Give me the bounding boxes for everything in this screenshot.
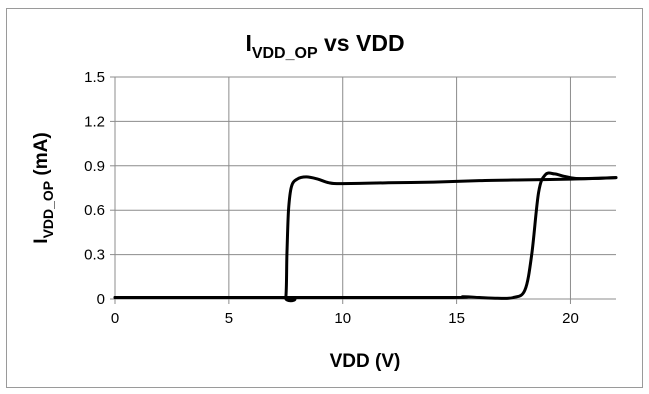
x-tick-label: 15 (448, 310, 465, 327)
y-axis-title-main: I (31, 238, 52, 243)
y-tick-label: 0.6 (84, 202, 105, 219)
y-axis-title-subscript: VDD_OP (40, 181, 56, 239)
plot-area (115, 77, 616, 299)
y-axis-title-rest: (mA) (31, 132, 52, 181)
y-tick-label: 0 (97, 291, 105, 308)
tick-labels: 0 5 10 15 20 0 0.3 0.6 0.9 1.2 1.5 (84, 69, 579, 327)
series-line (113, 175, 618, 303)
x-tick-label: 0 (111, 310, 119, 327)
x-axis-title: VDD (V) (330, 351, 401, 372)
chart-title-rest: vs VDD (318, 30, 405, 56)
x-tick-label: 5 (225, 310, 233, 327)
series-line (113, 171, 618, 300)
y-axis-title: IVDD_OP (mA) (31, 132, 56, 243)
chart-frame: IVDD_OP vs VDD 0 5 10 15 20 0 0.3 0.6 0.9 1.2 1.5 … (6, 8, 643, 388)
chart-title: IVDD_OP vs VDD (245, 30, 404, 62)
y-tick-label: 1.2 (84, 113, 105, 130)
series-lines (113, 171, 618, 303)
x-tick-label: 10 (334, 310, 351, 327)
chart-svg: IVDD_OP vs VDD 0 5 10 15 2000.30.60.91.21.5 … (31, 30, 618, 372)
y-tick-label: 0.9 (84, 158, 105, 175)
chart-title-main: I (245, 30, 251, 56)
y-tick-label: 1.5 (84, 69, 105, 86)
chart-title-subscript: VDD_OP (252, 45, 318, 62)
y-tick-label: 0.3 (84, 247, 105, 264)
x-tick-label: 20 (562, 310, 579, 327)
